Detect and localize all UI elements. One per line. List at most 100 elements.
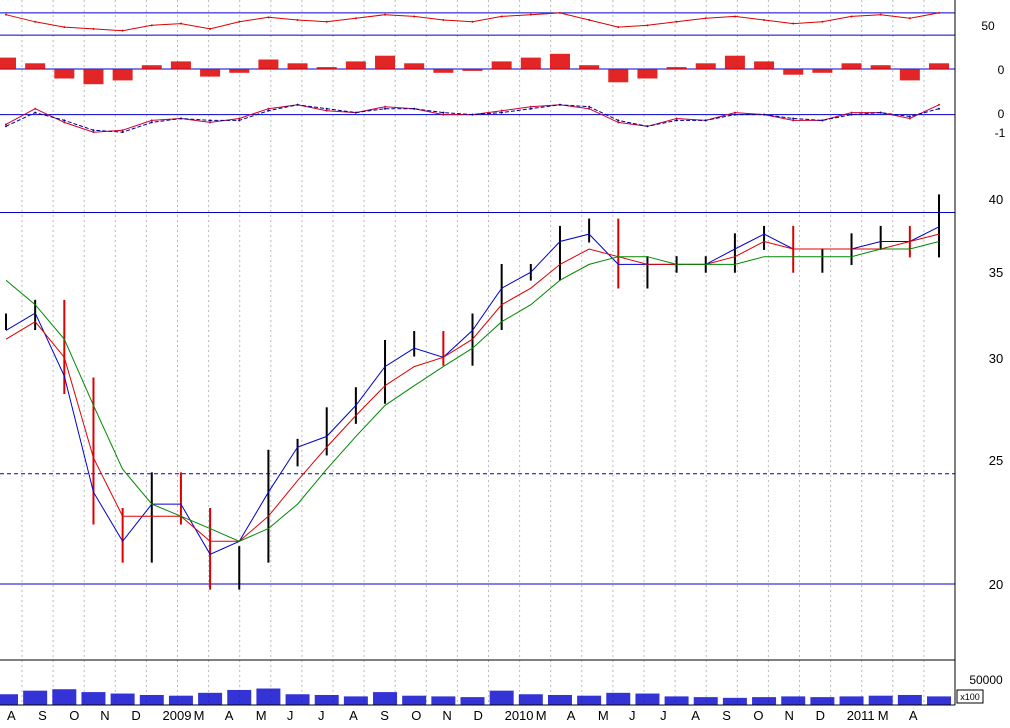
series-point	[150, 121, 153, 124]
series-point	[588, 107, 591, 110]
series-point	[908, 117, 911, 120]
price-panel	[0, 194, 955, 661]
series-point	[354, 17, 357, 20]
volume-bar	[168, 695, 193, 705]
series-point	[384, 105, 387, 108]
bar-mark	[287, 63, 308, 69]
series-point	[588, 19, 591, 21]
volume-bar	[256, 688, 281, 705]
series-point	[92, 27, 95, 30]
bar-mark	[899, 69, 920, 81]
volume-bar	[897, 694, 922, 705]
bar-mark	[783, 69, 804, 75]
volume-bar	[606, 692, 631, 705]
axes	[0, 0, 956, 706]
x-tick-label: O	[411, 708, 421, 723]
bar-mark	[579, 65, 600, 69]
price-tick-label-30: 30	[989, 351, 1003, 366]
volume-bar	[868, 695, 893, 705]
bar-mark	[929, 63, 949, 69]
x-tick-label: D	[131, 708, 140, 723]
volume-bar	[693, 697, 718, 705]
volume-bar	[314, 694, 339, 705]
volume-multiplier-box	[956, 689, 984, 704]
series-point	[704, 17, 707, 20]
bar-mark	[841, 63, 862, 69]
series-point	[558, 103, 561, 106]
series-point	[267, 107, 270, 110]
series-point	[92, 129, 95, 132]
x-tick-label: 2011	[847, 708, 875, 723]
series-point	[500, 15, 503, 18]
x-tick-label: D	[816, 708, 825, 723]
bar-mark	[491, 61, 512, 69]
volume-bar	[839, 696, 864, 705]
volume-bar	[518, 694, 543, 705]
x-tick-label: 2010	[505, 708, 534, 723]
volume-bar	[635, 693, 660, 705]
price-tick-label-25: 25	[989, 453, 1003, 468]
osc3-tick-label-minus-one: -1	[995, 126, 1006, 140]
x-tick-label: N	[100, 708, 109, 723]
x-tick-label: A	[225, 708, 234, 723]
bar-mark	[724, 55, 745, 69]
series-point	[34, 107, 37, 110]
x-tick-label: S	[38, 708, 47, 723]
bar-mark	[608, 69, 629, 83]
x-tick-label: J	[629, 708, 636, 723]
volume-bar	[52, 689, 77, 705]
volume-bar	[227, 689, 252, 705]
series-point	[938, 103, 940, 106]
volume-bar	[110, 693, 135, 705]
x-tick-label: J	[660, 708, 667, 723]
series-point	[733, 113, 736, 116]
series-point	[938, 107, 940, 110]
series-point	[471, 113, 474, 116]
series-point	[500, 109, 503, 112]
bar-mark	[549, 53, 570, 69]
bar-mark	[754, 61, 775, 69]
volume-bar	[927, 696, 951, 705]
volume-bar	[139, 694, 164, 705]
x-tick-label: M	[878, 708, 889, 723]
series-point	[675, 20, 678, 23]
series-point	[821, 20, 824, 23]
volume-bar	[0, 694, 18, 705]
x-tick-label: M	[536, 708, 547, 723]
series-point	[34, 20, 37, 23]
x-tick-label: O	[753, 708, 763, 723]
series-point	[908, 17, 911, 20]
series-point	[850, 113, 853, 116]
series-point	[63, 26, 66, 29]
x-tick-label: M	[256, 708, 267, 723]
x-tick-label: D	[474, 708, 483, 723]
x-tick-label: 2009	[163, 708, 192, 723]
series-point	[179, 22, 182, 25]
series-point	[763, 19, 766, 21]
series-point	[209, 121, 212, 124]
x-tick-label: S	[380, 708, 389, 723]
series-point	[558, 11, 561, 14]
bar-mark	[520, 57, 541, 69]
volume-bar	[810, 697, 835, 705]
series-point	[646, 125, 649, 128]
x-tick-label: M	[598, 708, 609, 723]
series-point	[500, 111, 503, 114]
x-tick-label: A	[7, 708, 16, 723]
series-point	[5, 123, 7, 126]
series-point	[121, 29, 124, 32]
volume-multiplier-label: x100	[960, 692, 980, 702]
volume-bar	[460, 697, 485, 705]
x-tick-label: A	[349, 708, 358, 723]
bar-mark	[316, 67, 337, 69]
bar-mark	[870, 65, 891, 69]
volume-bar	[547, 694, 572, 705]
series-point	[763, 113, 766, 116]
series-point	[296, 19, 299, 21]
series-point	[150, 119, 153, 122]
bar-mark	[170, 61, 191, 69]
moving-average-line	[5, 226, 940, 555]
series-point	[821, 119, 824, 122]
series-point	[529, 105, 532, 108]
